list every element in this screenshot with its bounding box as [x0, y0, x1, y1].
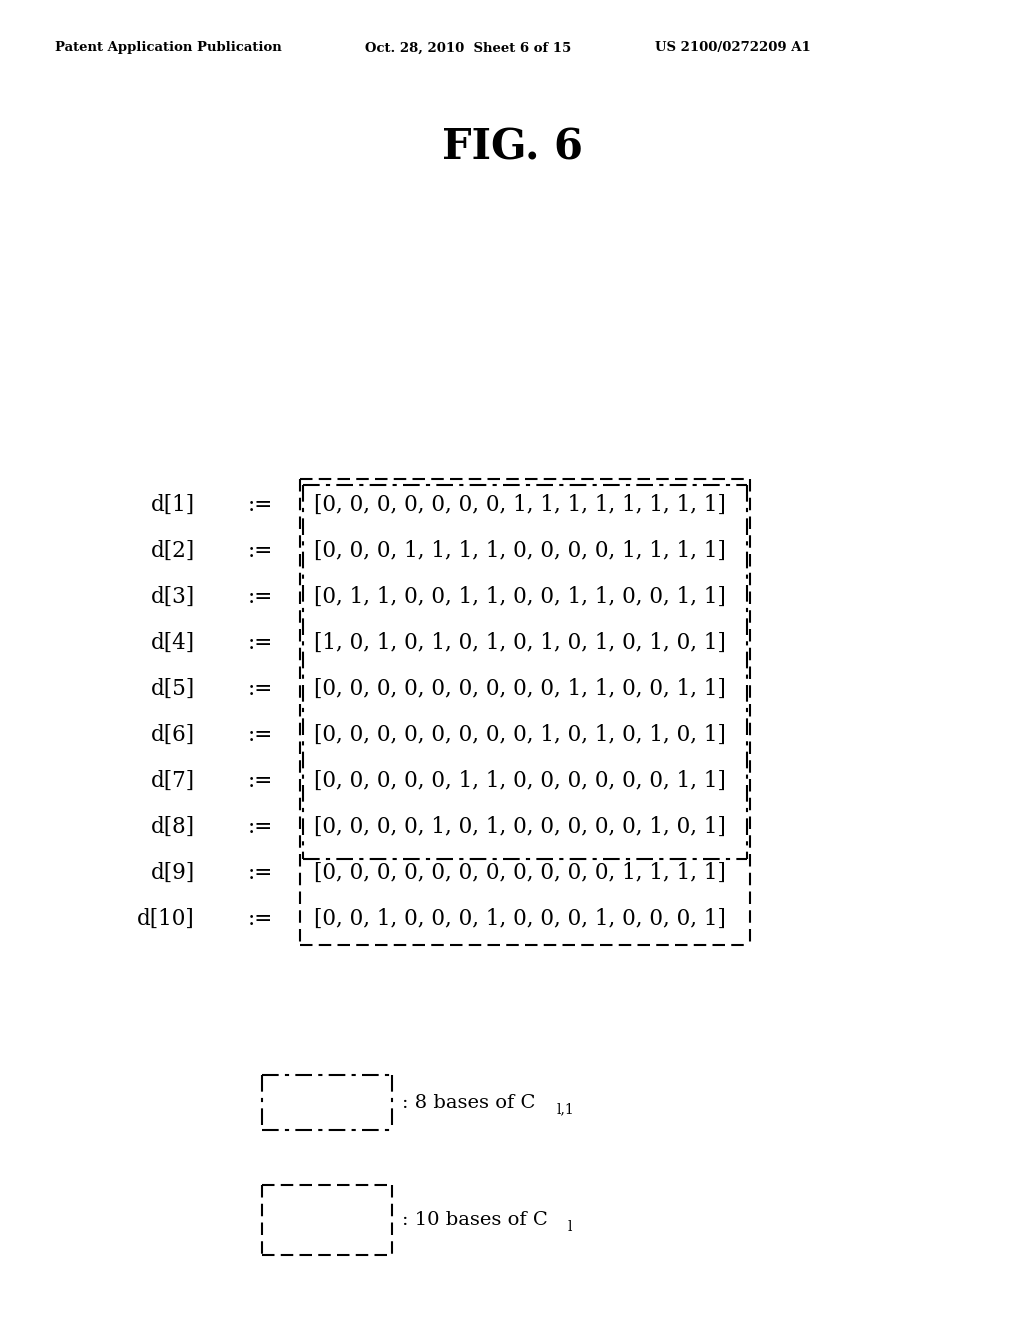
Text: d[1]: d[1] [151, 494, 195, 516]
Text: d[5]: d[5] [151, 678, 195, 700]
Text: [1, 0, 1, 0, 1, 0, 1, 0, 1, 0, 1, 0, 1, 0, 1]: [1, 0, 1, 0, 1, 0, 1, 0, 1, 0, 1, 0, 1, … [314, 632, 726, 653]
Text: d[6]: d[6] [151, 723, 195, 746]
Text: :=: := [248, 678, 272, 700]
Text: l,1: l,1 [557, 1102, 574, 1117]
Text: FIG. 6: FIG. 6 [441, 127, 583, 169]
Text: [0, 0, 0, 0, 0, 0, 0, 0, 0, 0, 0, 1, 1, 1, 1]: [0, 0, 0, 0, 0, 0, 0, 0, 0, 0, 0, 1, 1, … [314, 862, 726, 884]
Text: :=: := [248, 586, 272, 609]
Text: : 8 bases of C: : 8 bases of C [402, 1093, 536, 1111]
Text: [0, 0, 1, 0, 0, 0, 1, 0, 0, 0, 1, 0, 0, 0, 1]: [0, 0, 1, 0, 0, 0, 1, 0, 0, 0, 1, 0, 0, … [314, 908, 726, 931]
Text: :=: := [248, 540, 272, 562]
Text: d[7]: d[7] [151, 770, 195, 792]
Text: :=: := [248, 494, 272, 516]
Text: :=: := [248, 632, 272, 653]
Text: Patent Application Publication: Patent Application Publication [55, 41, 282, 54]
Text: d[10]: d[10] [137, 908, 195, 931]
Text: :=: := [248, 770, 272, 792]
Text: [0, 0, 0, 0, 0, 0, 0, 1, 1, 1, 1, 1, 1, 1, 1]: [0, 0, 0, 0, 0, 0, 0, 1, 1, 1, 1, 1, 1, … [314, 494, 726, 516]
Text: [0, 0, 0, 0, 0, 0, 0, 0, 1, 0, 1, 0, 1, 0, 1]: [0, 0, 0, 0, 0, 0, 0, 0, 1, 0, 1, 0, 1, … [314, 723, 726, 746]
Text: :=: := [248, 908, 272, 931]
Text: :=: := [248, 862, 272, 884]
Text: d[4]: d[4] [151, 632, 195, 653]
Text: Oct. 28, 2010  Sheet 6 of 15: Oct. 28, 2010 Sheet 6 of 15 [365, 41, 571, 54]
Text: d[2]: d[2] [151, 540, 195, 562]
Text: : 10 bases of C: : 10 bases of C [402, 1210, 548, 1229]
Text: US 2100/0272209 A1: US 2100/0272209 A1 [655, 41, 811, 54]
Text: l: l [568, 1220, 572, 1234]
Text: d[3]: d[3] [151, 586, 195, 609]
Text: :=: := [248, 723, 272, 746]
Text: [0, 0, 0, 0, 0, 0, 0, 0, 0, 1, 1, 0, 0, 1, 1]: [0, 0, 0, 0, 0, 0, 0, 0, 0, 1, 1, 0, 0, … [314, 678, 726, 700]
Text: [0, 0, 0, 0, 1, 0, 1, 0, 0, 0, 0, 0, 1, 0, 1]: [0, 0, 0, 0, 1, 0, 1, 0, 0, 0, 0, 0, 1, … [314, 816, 726, 838]
Text: [0, 0, 0, 0, 0, 1, 1, 0, 0, 0, 0, 0, 0, 1, 1]: [0, 0, 0, 0, 0, 1, 1, 0, 0, 0, 0, 0, 0, … [314, 770, 726, 792]
Text: d[8]: d[8] [151, 816, 195, 838]
Text: [0, 0, 0, 1, 1, 1, 1, 0, 0, 0, 0, 1, 1, 1, 1]: [0, 0, 0, 1, 1, 1, 1, 0, 0, 0, 0, 1, 1, … [314, 540, 726, 562]
Text: d[9]: d[9] [151, 862, 195, 884]
Text: [0, 1, 1, 0, 0, 1, 1, 0, 0, 1, 1, 0, 0, 1, 1]: [0, 1, 1, 0, 0, 1, 1, 0, 0, 1, 1, 0, 0, … [314, 586, 726, 609]
Text: :=: := [248, 816, 272, 838]
